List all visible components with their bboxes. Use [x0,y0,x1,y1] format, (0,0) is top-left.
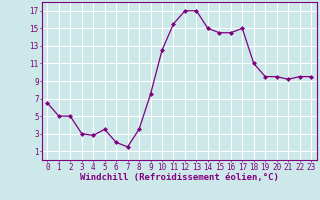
X-axis label: Windchill (Refroidissement éolien,°C): Windchill (Refroidissement éolien,°C) [80,173,279,182]
